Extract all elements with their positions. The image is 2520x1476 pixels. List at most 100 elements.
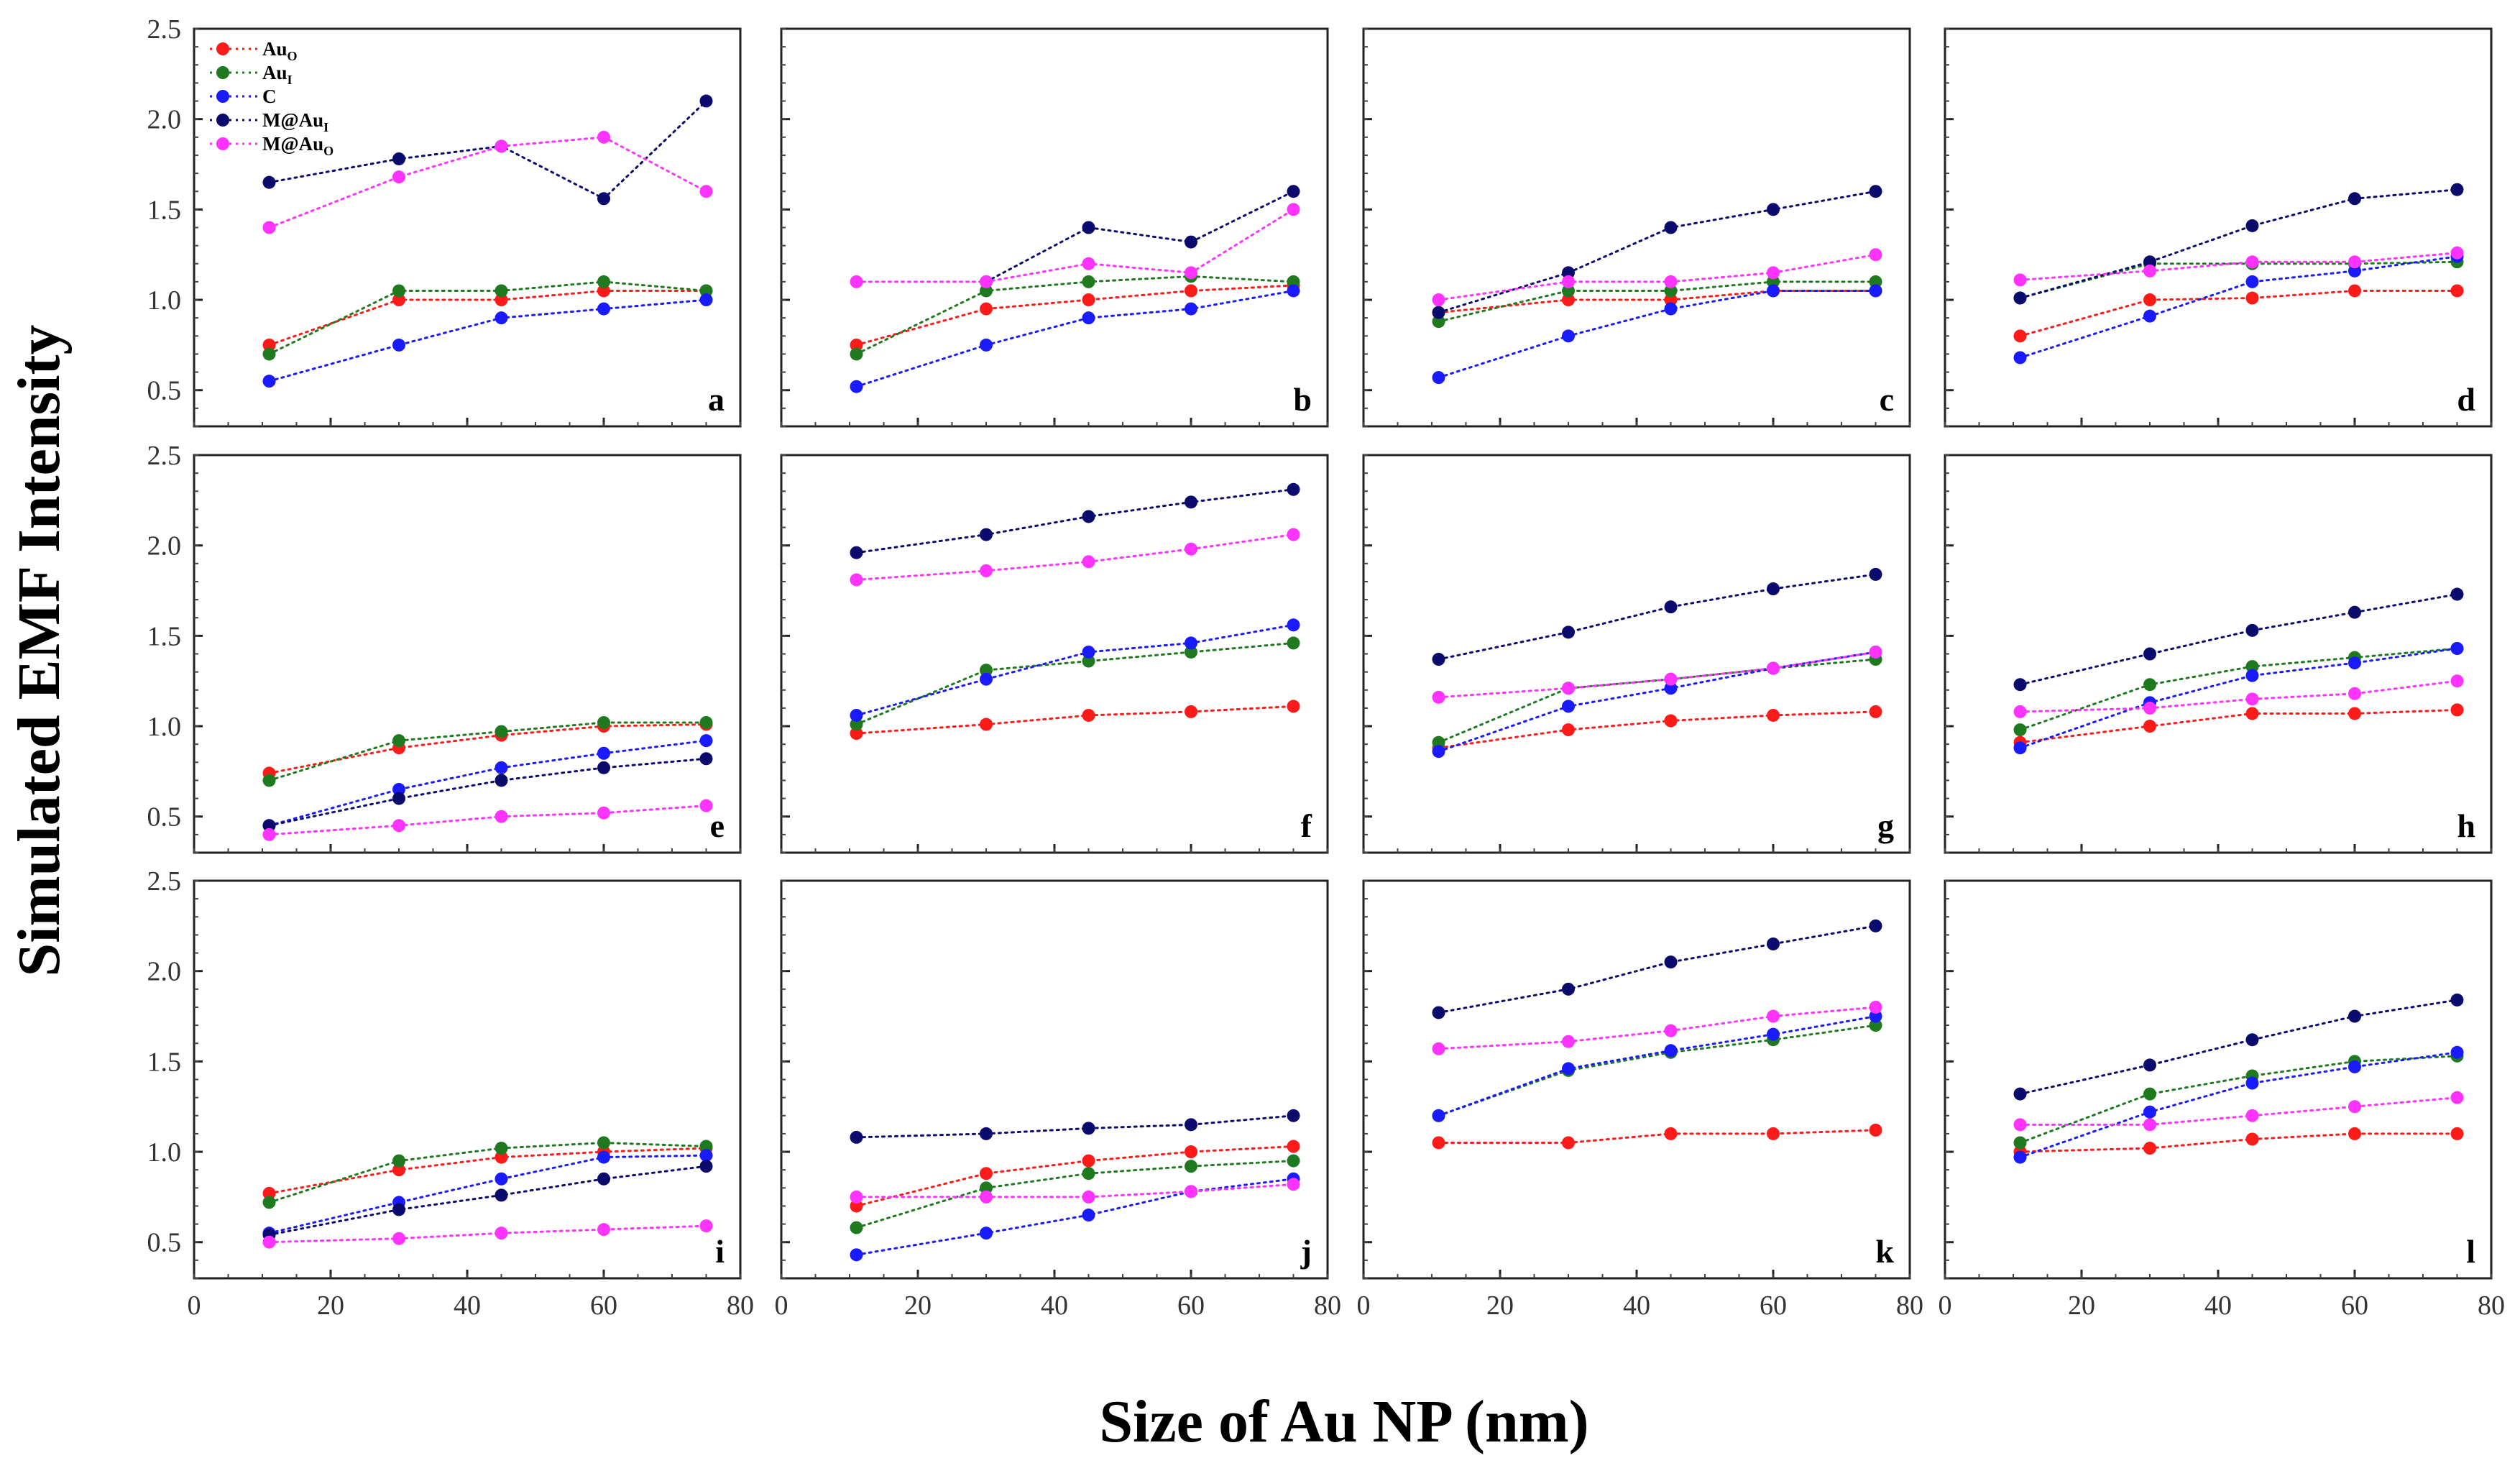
data-point-AuO xyxy=(392,293,405,307)
x-tick-label: 20 xyxy=(1486,1291,1514,1321)
x-tick-label: 40 xyxy=(1623,1291,1650,1321)
data-point-MAuO xyxy=(850,1190,863,1204)
data-point-AuO xyxy=(1082,708,1095,722)
series-line-MAuO xyxy=(268,805,707,836)
data-point-AuI xyxy=(392,734,405,748)
series-line-MAuI xyxy=(1438,925,1877,1014)
panel-frame xyxy=(1362,27,1911,428)
data-point-AuO xyxy=(2348,284,2361,298)
data-point-AuI xyxy=(850,718,863,731)
data-point-MAuI xyxy=(1664,221,1678,234)
data-point-MAuO xyxy=(699,185,713,198)
data-point-MAuO xyxy=(262,221,276,234)
series-line-C xyxy=(2019,255,2458,359)
series-line-MAuO xyxy=(855,208,1295,283)
data-point-MAuI xyxy=(597,1172,610,1186)
data-point-MAuO xyxy=(2143,701,2156,715)
data-point-AuI xyxy=(262,1196,276,1209)
data-point-MAuO xyxy=(1082,257,1095,270)
y-tick-label: 2.0 xyxy=(147,105,182,135)
y-tick-label: 1.0 xyxy=(147,1137,182,1168)
panel-frame xyxy=(780,27,1329,428)
data-point-AuI xyxy=(1287,275,1300,288)
data-point-MAuO xyxy=(2450,1091,2464,1104)
data-point-MAuI xyxy=(2450,183,2464,196)
panel-letter-b: b xyxy=(1293,381,1312,418)
x-tick-label: 80 xyxy=(727,1291,754,1321)
data-point-MAuI xyxy=(1432,653,1445,666)
data-point-AuO xyxy=(980,718,993,731)
data-point-AuO xyxy=(2245,291,2259,305)
data-point-AuO xyxy=(597,284,610,298)
series-line-MAuI xyxy=(2019,593,2458,686)
data-point-C xyxy=(2348,264,2361,278)
legend-label-MAuO: M@AuO xyxy=(262,133,334,158)
data-point-C xyxy=(2245,1076,2259,1090)
data-point-AuO xyxy=(1082,1154,1095,1168)
data-point-AuI xyxy=(1767,275,1780,288)
data-point-MAuO xyxy=(597,806,610,820)
data-point-MAuI xyxy=(2348,1009,2361,1023)
x-tick-label: 0 xyxy=(1939,1291,1952,1321)
data-point-MAuI xyxy=(495,774,508,787)
panel-frame xyxy=(1362,454,1911,854)
series-line-C xyxy=(855,289,1295,388)
data-point-AuI xyxy=(1562,284,1575,298)
series-line-AuO xyxy=(855,705,1295,735)
data-point-AuO xyxy=(495,1150,508,1164)
data-point-MAuI xyxy=(699,94,713,108)
data-point-MAuI xyxy=(1185,1118,1197,1132)
data-point-C xyxy=(597,1150,610,1164)
data-point-MAuI xyxy=(2245,623,2259,637)
panel-frame xyxy=(1944,879,2493,1280)
data-point-AuI xyxy=(262,774,276,787)
series-line-MAuI xyxy=(1438,190,1877,314)
series-line-C xyxy=(1438,289,1877,379)
data-point-C xyxy=(1562,700,1575,713)
data-point-MAuI xyxy=(1432,1006,1445,1019)
panel-d: d xyxy=(1944,27,2493,428)
series-line-MAuI xyxy=(268,1165,707,1237)
data-point-AuO xyxy=(1869,1123,1882,1137)
x-tick-label: 0 xyxy=(775,1291,788,1321)
series-line-AuI xyxy=(268,721,707,781)
y-tick-label: 1.5 xyxy=(147,1047,182,1077)
legend-subscript: O xyxy=(323,144,334,158)
series-line-MAuI xyxy=(268,757,707,827)
data-point-MAuO xyxy=(2450,246,2464,260)
data-point-MAuO xyxy=(980,275,993,288)
data-point-C xyxy=(980,672,993,686)
x-tick-label: 80 xyxy=(2478,1291,2505,1321)
series-line-AuO xyxy=(1438,1129,1877,1144)
data-point-AuI xyxy=(980,664,993,677)
data-point-MAuI xyxy=(980,1127,993,1140)
panel-frame xyxy=(1944,27,2493,428)
y-tick-label: 1.0 xyxy=(147,712,182,742)
data-point-MAuO xyxy=(1432,690,1445,704)
data-point-MAuO xyxy=(2450,674,2464,688)
series-line-MAuI xyxy=(855,1114,1295,1139)
data-point-C xyxy=(392,338,405,352)
data-point-C xyxy=(980,338,993,352)
data-point-MAuO xyxy=(1287,1178,1300,1191)
data-point-AuI xyxy=(1432,735,1445,749)
data-point-AuO xyxy=(980,302,993,316)
data-point-MAuI xyxy=(495,1188,508,1202)
data-point-MAuI xyxy=(2348,605,2361,619)
data-point-AuO xyxy=(1432,1136,1445,1150)
data-point-AuI xyxy=(2013,723,2027,737)
data-point-AuI xyxy=(392,1154,405,1168)
panel-letter-k: k xyxy=(1875,1233,1894,1270)
data-point-AuO xyxy=(1767,1127,1780,1140)
series-line-AuI xyxy=(2019,647,2458,731)
data-point-AuO xyxy=(1664,293,1678,307)
data-point-C xyxy=(1082,645,1095,659)
data-point-MAuI xyxy=(1664,600,1678,614)
data-point-AuO xyxy=(1562,293,1575,307)
x-tick-label: 0 xyxy=(188,1291,201,1321)
data-point-AuO xyxy=(850,1199,863,1213)
series-line-MAuI xyxy=(2019,188,2458,300)
data-point-MAuO xyxy=(1869,645,1882,659)
panel-l: 0 20 40 60 80l xyxy=(1939,879,2505,1321)
